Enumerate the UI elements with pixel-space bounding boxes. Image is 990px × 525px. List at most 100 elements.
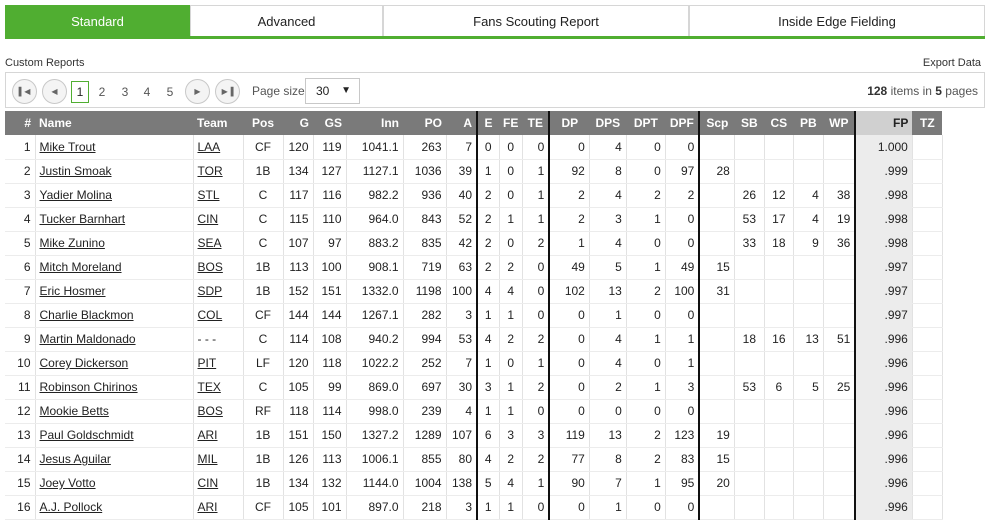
player-name-link[interactable]: Martin Maldonado [39, 332, 136, 346]
custom-reports-link[interactable]: Custom Reports [5, 57, 85, 69]
column-header-pb[interactable]: PB [793, 111, 824, 135]
page-number-4[interactable]: 4 [143, 85, 151, 99]
column-header-te[interactable]: TE [522, 111, 551, 135]
table-cell: 17 [764, 207, 794, 232]
team-link[interactable]: TOR [197, 164, 223, 178]
table-cell [699, 231, 735, 256]
column-header-sb[interactable]: SB [734, 111, 765, 135]
page-number-3[interactable]: 3 [121, 85, 129, 99]
page-number-5[interactable]: 5 [166, 85, 174, 99]
column-header-rank[interactable]: # [5, 111, 35, 135]
table-cell: 15 [5, 471, 36, 496]
table-cell: 134 [283, 159, 314, 184]
player-name-link[interactable]: Joey Votto [39, 476, 96, 490]
column-header-fp[interactable]: FP [855, 111, 913, 135]
player-name-link[interactable]: Mookie Betts [39, 404, 109, 418]
column-header-fe[interactable]: FE [499, 111, 523, 135]
table-cell: 9 [793, 231, 824, 256]
player-name-link[interactable]: Corey Dickerson [39, 356, 129, 370]
column-header-pos[interactable]: Pos [243, 111, 283, 135]
team-link[interactable]: MIL [197, 452, 218, 466]
team-link[interactable]: PIT [197, 356, 217, 370]
column-header-dp[interactable]: DP [549, 111, 590, 135]
team-link[interactable]: BOS [197, 260, 223, 274]
player-name-link[interactable]: Mike Zunino [39, 236, 105, 250]
page-number-2[interactable]: 2 [98, 85, 106, 99]
table-cell: 19 [823, 207, 857, 232]
column-header-scp[interactable]: Scp [699, 111, 735, 135]
tab-standard[interactable]: Standard [5, 5, 190, 36]
player-name-link[interactable]: Robinson Chirinos [39, 380, 138, 394]
player-name-link[interactable]: A.J. Pollock [39, 500, 103, 514]
team-link[interactable]: LAA [197, 139, 221, 154]
table-cell: 0 [549, 351, 590, 376]
team-link[interactable]: STL [197, 188, 220, 202]
export-data-link[interactable]: Export Data [922, 57, 981, 69]
table-cell: 1 [589, 303, 627, 328]
column-header-a[interactable]: A [446, 111, 478, 135]
table-cell [912, 279, 943, 304]
table-cell: 1 [5, 135, 36, 160]
column-header-gs[interactable]: GS [313, 111, 346, 135]
team-link[interactable]: COL [197, 308, 223, 322]
table-cell [734, 471, 765, 496]
table-cell [912, 399, 943, 424]
table-cell [764, 303, 794, 328]
player-name-link[interactable]: Justin Smoak [39, 164, 112, 178]
column-header-e[interactable]: E [477, 111, 499, 135]
table-cell [764, 159, 794, 184]
column-header-name[interactable]: Name [35, 111, 193, 135]
table-cell: 1 [522, 207, 551, 232]
table-cell: 1 [499, 375, 523, 400]
next-page-icon[interactable]: ▶ [185, 79, 210, 104]
team-link[interactable]: SEA [197, 236, 222, 250]
page-size-select[interactable]: 30 ▼ [305, 78, 360, 104]
column-header-cs[interactable]: CS [764, 111, 794, 135]
column-header-tz[interactable]: TZ [912, 111, 943, 135]
player-cell: Martin Maldonado [35, 327, 194, 352]
column-header-wp[interactable]: WP [823, 111, 857, 135]
column-header-team[interactable]: Team [193, 111, 243, 135]
page-number-1[interactable]: 1 [71, 81, 89, 103]
table-cell: 6 [477, 423, 500, 448]
team-cell: ARI [193, 495, 244, 520]
table-cell: 2 [626, 183, 666, 208]
player-name-link[interactable]: Paul Goldschmidt [39, 428, 134, 442]
table-cell [793, 399, 824, 424]
tab-fans-scouting-report[interactable]: Fans Scouting Report [383, 5, 689, 36]
team-link[interactable]: ARI [197, 500, 218, 514]
table-cell: 1 [477, 159, 500, 184]
player-name-link[interactable]: Mitch Moreland [39, 260, 122, 274]
table-cell: 53 [446, 327, 478, 352]
team-link[interactable]: CIN [197, 212, 219, 226]
column-header-po[interactable]: PO [403, 111, 446, 135]
tab-advanced[interactable]: Advanced [190, 5, 383, 36]
player-name-link[interactable]: Mike Trout [39, 139, 96, 154]
table-cell: 25 [823, 375, 857, 400]
table-cell: 144 [313, 303, 347, 328]
player-name-link[interactable]: Jesus Aguilar [39, 452, 111, 466]
table-cell: 1 [499, 303, 523, 328]
table-cell: 883.2 [346, 231, 404, 256]
table-cell: 8 [5, 303, 36, 328]
column-header-inn[interactable]: Inn [346, 111, 403, 135]
first-page-icon[interactable]: ▌◀ [12, 79, 37, 104]
column-header-dps[interactable]: DPS [589, 111, 627, 135]
team-link[interactable]: CIN [197, 476, 219, 490]
prev-page-icon[interactable]: ◀ [42, 79, 67, 104]
table-cell: 2 [477, 183, 500, 208]
player-name-link[interactable]: Eric Hosmer [39, 284, 106, 298]
tab-inside-edge-fielding[interactable]: Inside Edge Fielding [689, 5, 985, 36]
player-name-link[interactable]: Yadier Molina [39, 188, 112, 202]
team-link[interactable]: TEX [197, 380, 221, 394]
team-link[interactable]: ARI [197, 428, 218, 442]
player-name-link[interactable]: Tucker Barnhart [39, 212, 126, 226]
table-row: 14 Jesus Aguilar MIL 1B 126 113 1006.1 855 80 4 2 2… [5, 447, 943, 472]
last-page-icon[interactable]: ▶▐ [215, 79, 240, 104]
player-name-link[interactable]: Charlie Blackmon [39, 308, 134, 322]
column-header-g[interactable]: G [283, 111, 313, 135]
team-link[interactable]: SDP [197, 284, 223, 298]
column-header-dpt[interactable]: DPT [626, 111, 666, 135]
team-link[interactable]: BOS [197, 404, 223, 418]
column-header-dpf[interactable]: DPF [665, 111, 701, 135]
